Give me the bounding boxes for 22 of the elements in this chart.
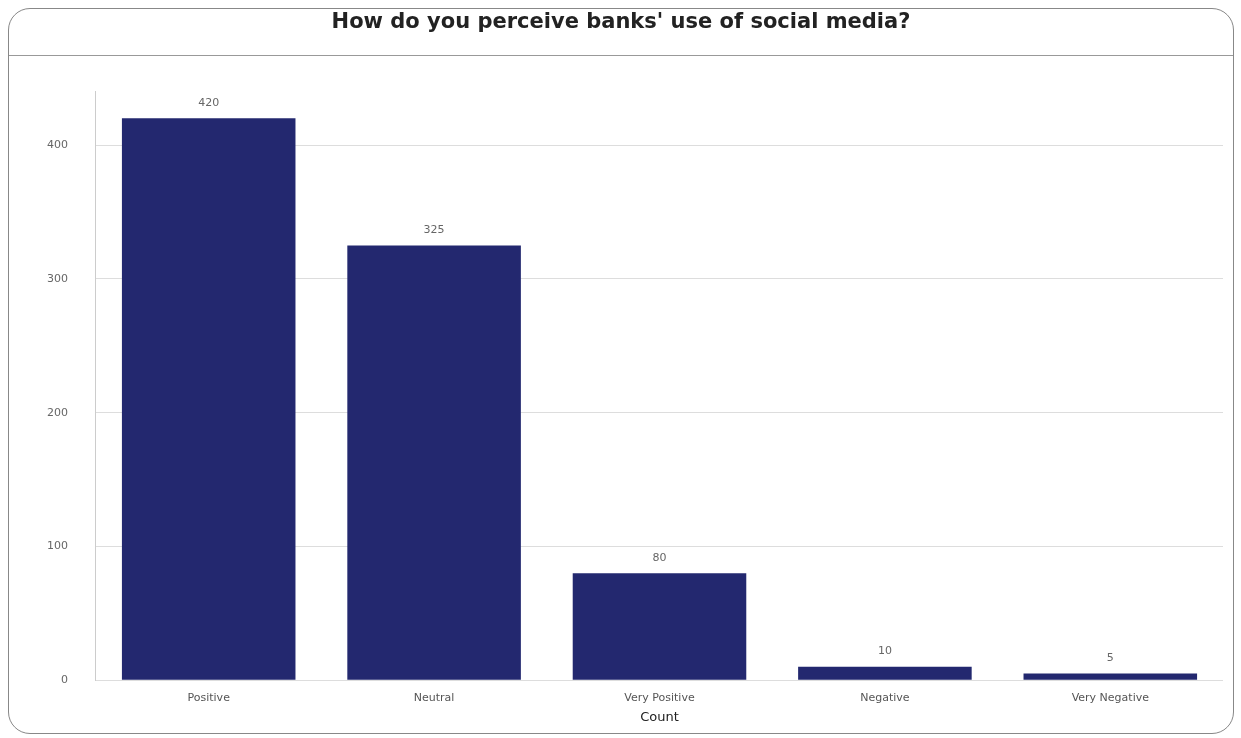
y-tick-label: 100: [47, 539, 68, 553]
x-tick-label: Very Negative: [1071, 690, 1150, 704]
data-label: 10: [877, 644, 892, 658]
x-axis-title: Count: [640, 708, 679, 724]
y-tick-label: 400: [47, 137, 68, 151]
x-tick-label: Negative: [860, 690, 910, 704]
data-label: 80: [652, 550, 667, 564]
data-label: 325: [423, 222, 445, 236]
x-tick-label: Very Positive: [624, 690, 695, 704]
chart-title: How do you perceive banks' use of social media?: [9, 9, 1233, 56]
bar: [347, 245, 521, 680]
bar: [121, 118, 296, 680]
data-label: 5: [1106, 650, 1114, 664]
bar: [798, 666, 972, 680]
bar: [572, 573, 747, 680]
x-tick-label: Neutral: [413, 690, 455, 704]
y-tick-label: 300: [47, 271, 68, 285]
data-label: 420: [198, 95, 220, 109]
y-tick-label: 0: [61, 673, 68, 687]
bar: [1023, 673, 1198, 680]
y-tick-label: 200: [47, 405, 68, 419]
x-tick-label: Positive: [187, 690, 231, 704]
